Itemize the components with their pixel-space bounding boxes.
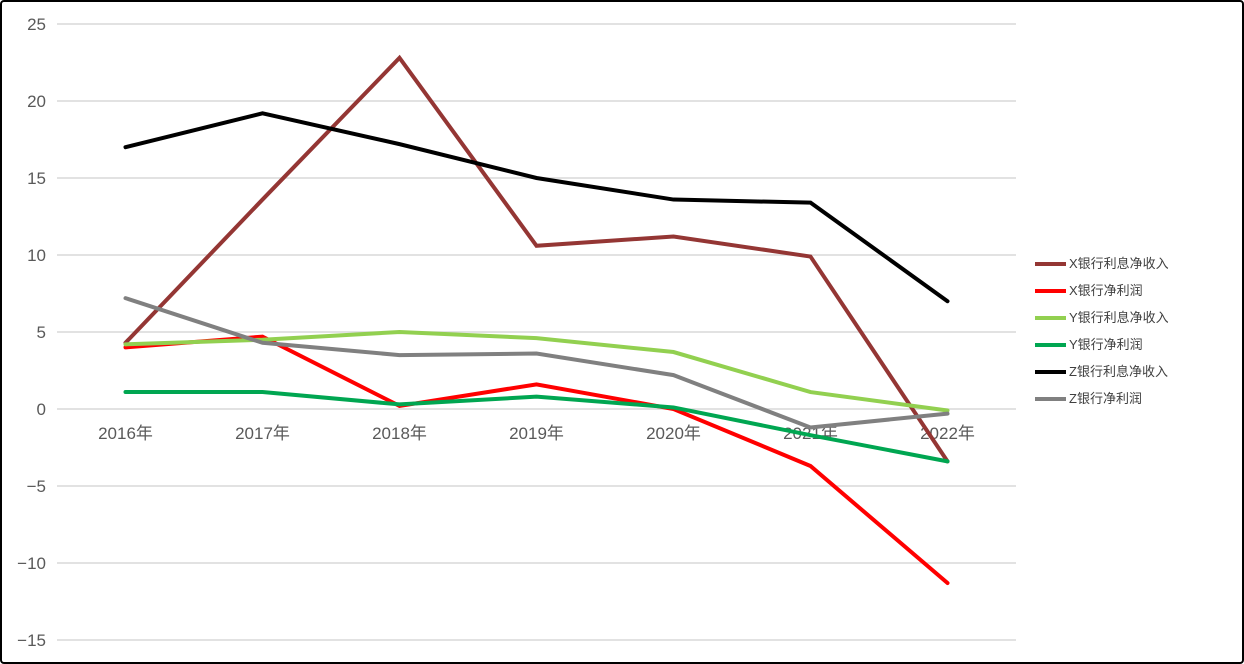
series-line-0: [123, 54, 950, 464]
legend-item-label: X银行利息净收入: [1069, 256, 1169, 271]
legend-item-label: X银行净利润: [1069, 283, 1143, 298]
x-axis-tick-label: 2020年: [646, 424, 701, 443]
y-axis-tick-label: −15: [17, 631, 46, 650]
y-axis-tick-label: 5: [37, 323, 46, 342]
x-axis-tick-label: 2017年: [235, 424, 290, 443]
legend-item: X银行净利润: [1035, 277, 1169, 304]
legend-item: Z银行净利润: [1035, 385, 1169, 412]
legend-item-label: Z银行利息净收入: [1069, 364, 1168, 379]
legend-swatch: [1035, 315, 1066, 320]
legend-item-label: Z银行净利润: [1069, 391, 1142, 406]
legend-item-label: Y银行净利润: [1069, 337, 1143, 352]
series-line-4: [123, 111, 950, 304]
legend-swatch: [1035, 342, 1066, 347]
y-axis-tick-label: 15: [27, 169, 46, 188]
legend-item-label: Y银行利息净收入: [1069, 310, 1169, 325]
y-axis-tick-label: 20: [27, 92, 46, 111]
x-axis-tick-label: 2016年: [98, 424, 153, 443]
x-axis-tick-label: 2019年: [509, 424, 564, 443]
y-axis-tick-label: 25: [27, 15, 46, 34]
y-axis-tick-label: 0: [37, 400, 46, 419]
legend-swatch: [1035, 369, 1066, 374]
series-line-2: [123, 329, 950, 413]
legend-item: X银行利息净收入: [1035, 250, 1169, 277]
y-axis-tick-label: 10: [27, 246, 46, 265]
legend-item: Y银行净利润: [1035, 331, 1169, 358]
series-line-3: [123, 390, 950, 464]
legend-item: Y银行利息净收入: [1035, 304, 1169, 331]
legend-swatch: [1035, 288, 1066, 293]
y-axis-tick-label: −5: [27, 477, 46, 496]
series-line-5: [123, 296, 950, 430]
series-line-1: [123, 334, 950, 586]
chart-legend: X银行利息净收入 X银行净利润 Y银行利息净收入 Y银行净利润 Z银行利息净收入 Z银行净…: [1035, 250, 1169, 412]
y-axis-tick-label: −10: [17, 554, 46, 573]
legend-swatch: [1035, 396, 1066, 401]
x-axis-tick-label: 2018年: [372, 424, 427, 443]
legend-item: Z银行利息净收入: [1035, 358, 1169, 385]
legend-swatch: [1035, 261, 1066, 266]
